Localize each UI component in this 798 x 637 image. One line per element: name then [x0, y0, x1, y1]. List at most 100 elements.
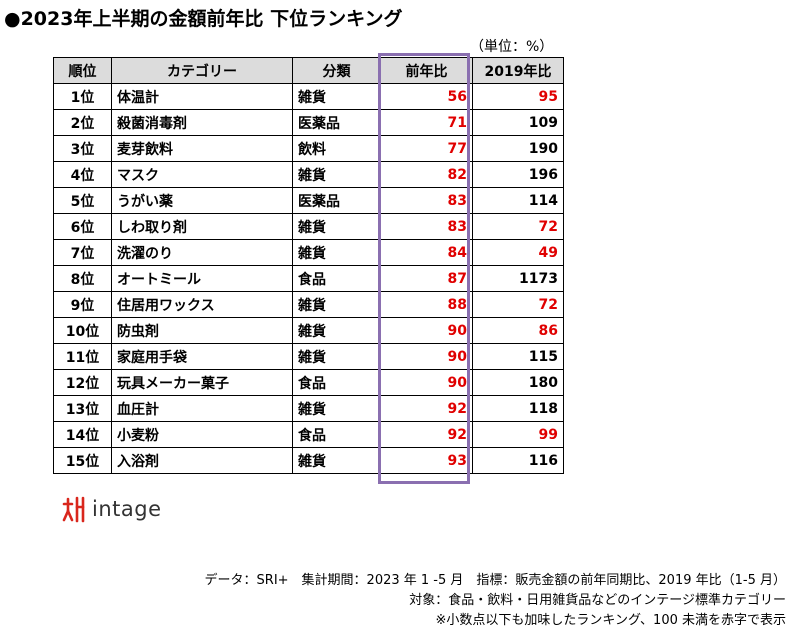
header-class: 分類	[292, 57, 381, 84]
cell-vs2019: 190	[472, 135, 564, 162]
cell-yoy: 56	[380, 83, 473, 110]
cell-category: マスク	[111, 161, 293, 188]
cell-rank: 11位	[53, 343, 112, 370]
cell-vs2019: 118	[472, 395, 564, 422]
cell-rank: 14位	[53, 421, 112, 448]
cell-vs2019: 114	[472, 187, 564, 214]
cell-rank: 1位	[53, 83, 112, 110]
cell-yoy: 71	[380, 109, 473, 136]
cell-rank: 4位	[53, 161, 112, 188]
page-title: ●2023年上半期の金額前年比 下位ランキング	[4, 8, 403, 30]
table-row: 8位 オートミール 食品 87 1173	[53, 265, 564, 292]
cell-category: うがい薬	[111, 187, 293, 214]
cell-class: 雑貨	[292, 161, 381, 188]
cell-vs2019: 72	[472, 291, 564, 318]
cell-yoy: 88	[380, 291, 473, 318]
header-rank: 順位	[53, 57, 112, 84]
cell-category: 防虫剤	[111, 317, 293, 344]
cell-yoy: 90	[380, 317, 473, 344]
cell-class: 雑貨	[292, 343, 381, 370]
table-row: 12位 玩具メーカー菓子 食品 90 180	[53, 369, 564, 396]
cell-category: 小麦粉	[111, 421, 293, 448]
table-row: 10位 防虫剤 雑貨 90 86	[53, 317, 564, 344]
cell-yoy: 77	[380, 135, 473, 162]
cell-class: 食品	[292, 369, 381, 396]
cell-yoy: 82	[380, 161, 473, 188]
footnote-target: 対象：食品・飲料・日用雑貨品などのインテージ標準カテゴリー	[409, 593, 786, 608]
cell-rank: 3位	[53, 135, 112, 162]
cell-category: 麦芽飲料	[111, 135, 293, 162]
cell-yoy: 92	[380, 395, 473, 422]
ranking-table: 順位 カテゴリー 分類 前年比 2019年比 1位 体温計 雑貨 56 95 2位 殺菌消毒…	[53, 57, 564, 474]
cell-category: しわ取り剤	[111, 213, 293, 240]
table-row: 2位 殺菌消毒剤 医薬品 71 109	[53, 109, 564, 136]
table-row: 14位 小麦粉 食品 92 99	[53, 421, 564, 448]
table-row: 6位 しわ取り剤 雑貨 83 72	[53, 213, 564, 240]
cell-rank: 6位	[53, 213, 112, 240]
cell-category: 殺菌消毒剤	[111, 109, 293, 136]
cell-vs2019: 109	[472, 109, 564, 136]
header-vs2019: 2019年比	[472, 57, 564, 84]
cell-rank: 12位	[53, 369, 112, 396]
cell-class: 雑貨	[292, 239, 381, 266]
cell-yoy: 93	[380, 447, 473, 474]
table-row: 5位 うがい薬 医薬品 83 114	[53, 187, 564, 214]
unit-label: （単位：%）	[470, 39, 554, 55]
table-row: 3位 麦芽飲料 飲料 77 190	[53, 135, 564, 162]
cell-class: 雑貨	[292, 447, 381, 474]
cell-vs2019: 1173	[472, 265, 564, 292]
cell-class: 飲料	[292, 135, 381, 162]
table-row: 13位 血圧計 雑貨 92 118	[53, 395, 564, 422]
cell-class: 食品	[292, 421, 381, 448]
cell-rank: 13位	[53, 395, 112, 422]
cell-vs2019: 49	[472, 239, 564, 266]
cell-yoy: 87	[380, 265, 473, 292]
cell-vs2019: 116	[472, 447, 564, 474]
cell-class: 雑貨	[292, 395, 381, 422]
cell-rank: 5位	[53, 187, 112, 214]
cell-category: 入浴剤	[111, 447, 293, 474]
logo-text: intage	[92, 497, 162, 521]
cell-rank: 2位	[53, 109, 112, 136]
cell-rank: 7位	[53, 239, 112, 266]
intage-logo: intage	[62, 494, 162, 524]
cell-rank: 15位	[53, 447, 112, 474]
cell-category: 玩具メーカー菓子	[111, 369, 293, 396]
cell-yoy: 84	[380, 239, 473, 266]
cell-category: 洗濯のり	[111, 239, 293, 266]
cell-rank: 9位	[53, 291, 112, 318]
cell-yoy: 90	[380, 369, 473, 396]
cell-category: 体温計	[111, 83, 293, 110]
cell-class: 雑貨	[292, 83, 381, 110]
cell-class: 食品	[292, 265, 381, 292]
table-row: 7位 洗濯のり 雑貨 84 49	[53, 239, 564, 266]
cell-category: 住居用ワックス	[111, 291, 293, 318]
cell-category: オートミール	[111, 265, 293, 292]
cell-class: 医薬品	[292, 187, 381, 214]
table-row: 9位 住居用ワックス 雑貨 88 72	[53, 291, 564, 318]
cell-vs2019: 196	[472, 161, 564, 188]
cell-class: 雑貨	[292, 213, 381, 240]
cell-category: 家庭用手袋	[111, 343, 293, 370]
cell-rank: 10位	[53, 317, 112, 344]
cell-rank: 8位	[53, 265, 112, 292]
header-yoy: 前年比	[380, 57, 473, 84]
cell-vs2019: 95	[472, 83, 564, 110]
cell-vs2019: 72	[472, 213, 564, 240]
cell-yoy: 83	[380, 187, 473, 214]
table-row: 15位 入浴剤 雑貨 93 116	[53, 447, 564, 474]
cell-vs2019: 115	[472, 343, 564, 370]
intage-logo-mark-icon	[62, 496, 85, 523]
cell-category: 血圧計	[111, 395, 293, 422]
table-row: 4位 マスク 雑貨 82 196	[53, 161, 564, 188]
cell-class: 雑貨	[292, 317, 381, 344]
table-row: 1位 体温計 雑貨 56 95	[53, 83, 564, 110]
footnote-ranking-note: ※小数点以下も加味したランキング、100 未満を赤字で表示	[435, 613, 786, 628]
footnote-data-source: データ：SRI+ 集計期間：2023 年 1 -5 月 指標：販売金額の前年同期…	[204, 573, 786, 588]
table-row: 11位 家庭用手袋 雑貨 90 115	[53, 343, 564, 370]
header-category: カテゴリー	[111, 57, 293, 84]
cell-vs2019: 99	[472, 421, 564, 448]
cell-yoy: 83	[380, 213, 473, 240]
cell-class: 雑貨	[292, 291, 381, 318]
cell-vs2019: 86	[472, 317, 564, 344]
